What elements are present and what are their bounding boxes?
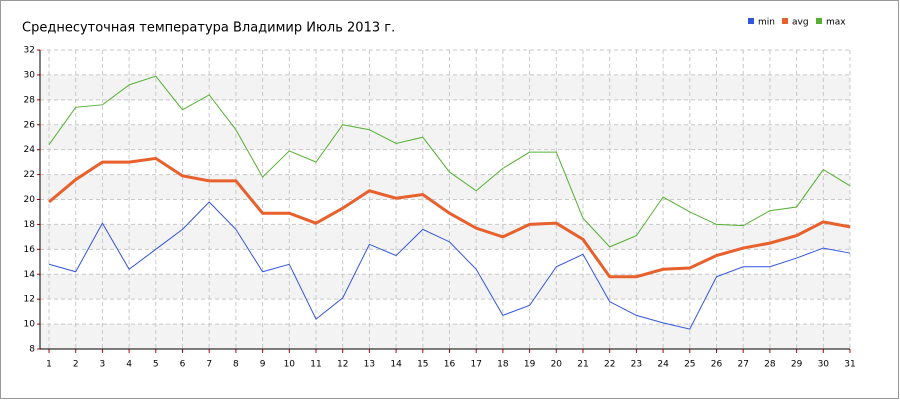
x-tick-label: 17 — [470, 360, 481, 370]
x-tick-label: 23 — [631, 360, 642, 370]
y-tick-label: 12 — [24, 295, 35, 305]
band — [40, 74, 850, 100]
x-tick-label: 18 — [497, 360, 509, 370]
legend-swatch — [782, 18, 788, 24]
legend-label: max — [826, 18, 846, 28]
y-tick-label: 26 — [24, 120, 36, 130]
x-tick-label: 7 — [206, 360, 212, 370]
band — [40, 224, 850, 250]
y-tick-label: 20 — [24, 195, 36, 205]
x-tick-label: 19 — [524, 360, 536, 370]
x-tick-label: 28 — [764, 360, 776, 370]
y-tick-label: 30 — [24, 70, 36, 80]
x-tick-label: 8 — [233, 360, 239, 370]
series-line — [48, 75, 851, 248]
y-tick-label: 18 — [24, 220, 36, 230]
band — [40, 324, 850, 349]
x-tick-label: 15 — [417, 360, 428, 370]
x-tick-label: 13 — [364, 360, 375, 370]
x-tick-label: 24 — [657, 360, 669, 370]
x-tick-label: 3 — [100, 360, 106, 370]
band — [40, 124, 850, 150]
series-line — [48, 201, 851, 330]
y-tick-label: 10 — [24, 320, 36, 330]
x-tick-label: 10 — [284, 360, 296, 370]
x-tick-label: 11 — [310, 360, 321, 370]
y-tick-label: 14 — [24, 270, 36, 280]
x-tick-label: 6 — [180, 360, 186, 370]
y-tick-label: 22 — [24, 170, 35, 180]
legend-swatch — [816, 18, 822, 24]
band — [40, 274, 850, 300]
x-tick-label: 12 — [337, 360, 348, 370]
y-tick-label: 28 — [24, 95, 36, 105]
x-tick-label: 21 — [577, 360, 588, 370]
legend-label: avg — [792, 18, 809, 28]
x-tick-label: 27 — [737, 360, 748, 370]
x-tick-label: 1 — [46, 360, 52, 370]
legend-label: min — [758, 18, 775, 28]
x-tick-label: 25 — [684, 360, 695, 370]
chart-title: Среднесуточная температура Владимир Июль… — [22, 21, 395, 36]
band — [40, 174, 850, 200]
x-tick-label: 20 — [551, 360, 563, 370]
x-tick-label: 14 — [390, 360, 402, 370]
x-tick-label: 26 — [711, 360, 723, 370]
x-tick-label: 2 — [73, 360, 79, 370]
y-tick-label: 32 — [24, 46, 35, 56]
x-tick-label: 9 — [260, 360, 266, 370]
x-tick-label: 16 — [444, 360, 456, 370]
y-tick-label: 24 — [24, 145, 36, 155]
x-tick-label: 30 — [818, 360, 830, 370]
series-line — [48, 156, 851, 279]
x-tick-label: 31 — [844, 360, 855, 370]
y-tick-label: 8 — [29, 345, 35, 355]
x-tick-label: 5 — [153, 360, 159, 370]
legend-swatch — [748, 18, 754, 24]
x-tick-label: 4 — [126, 360, 132, 370]
y-tick-label: 16 — [24, 245, 36, 255]
x-tick-label: 22 — [604, 360, 615, 370]
x-tick-label: 29 — [791, 360, 803, 370]
